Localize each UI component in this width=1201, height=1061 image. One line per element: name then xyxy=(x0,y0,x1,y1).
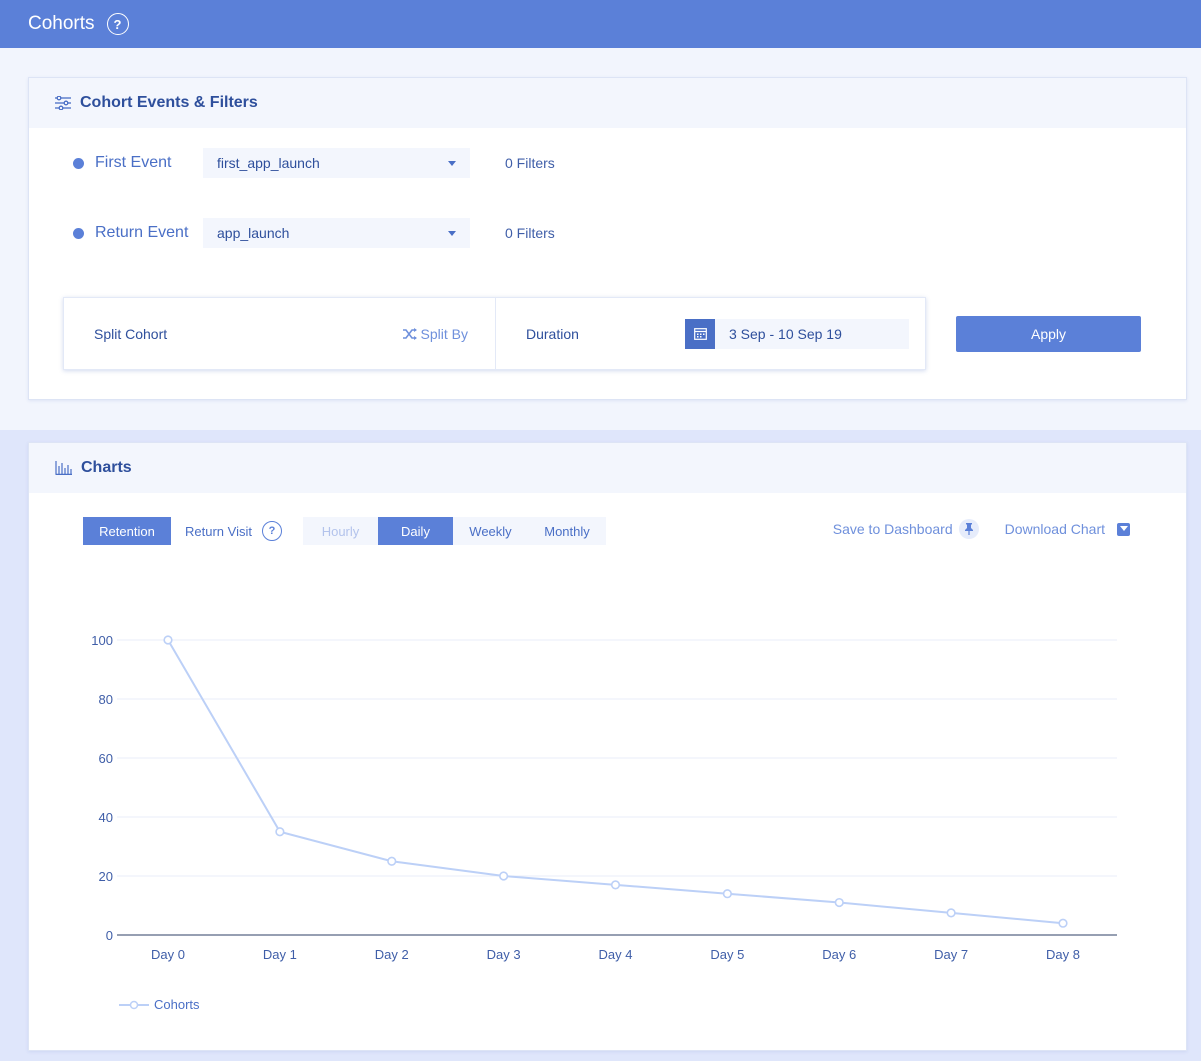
help-icon[interactable]: ? xyxy=(261,521,282,541)
tab-retention[interactable]: Retention xyxy=(83,517,171,545)
charts-panel: Charts Retention Return Visit ? Hourly D… xyxy=(28,442,1187,1051)
return-event-label: Return Event xyxy=(95,224,189,241)
help-icon[interactable]: ? xyxy=(106,13,129,35)
tab-weekly[interactable]: Weekly xyxy=(469,523,512,539)
first-event-dot xyxy=(73,157,84,169)
tab-return-visit[interactable]: Return Visit ? xyxy=(171,517,293,545)
download-chart-button[interactable]: Download Chart xyxy=(1004,521,1105,537)
data-point xyxy=(834,897,844,908)
y-tick-label: 0 xyxy=(106,928,113,943)
apply-button[interactable]: Apply xyxy=(956,316,1141,352)
charts-header: Charts xyxy=(29,443,1186,493)
cohort-events-header: Cohort Events & Filters xyxy=(29,78,1186,128)
save-to-dashboard-button[interactable]: Save to Dashboard xyxy=(832,521,953,537)
x-tick-label: Day 2 xyxy=(375,947,409,962)
return-event-dot xyxy=(73,227,84,239)
sliders-icon xyxy=(55,96,71,110)
data-point xyxy=(387,856,397,866)
date-range-value: 3 Sep - 10 Sep 19 xyxy=(715,318,909,349)
data-point xyxy=(163,635,173,645)
split-by-label: Split By xyxy=(420,325,468,342)
tab-return-visit-label: Return Visit xyxy=(185,523,252,539)
tab-daily[interactable]: Daily xyxy=(378,517,453,545)
first-event-select[interactable]: first_app_launch xyxy=(203,148,470,178)
x-tick-label: Day 0 xyxy=(151,947,185,962)
first-event-label: First Event xyxy=(95,154,172,171)
data-point xyxy=(275,827,285,837)
return-event-value: app_launch xyxy=(217,225,290,241)
tab-monthly[interactable]: Monthly xyxy=(544,523,590,539)
duration-label: Duration xyxy=(526,325,579,342)
retention-line-chart: 0 20 40 60 80 100 Day 0 Day 1 Day 2 Day 3 Day 4 Day… xyxy=(91,633,1117,962)
legend-line-icon xyxy=(119,1000,149,1009)
data-point xyxy=(499,871,509,881)
y-tick-label: 40 xyxy=(99,810,113,825)
split-cohort-label: Split Cohort xyxy=(94,325,168,342)
bar-chart-icon xyxy=(55,461,72,475)
chart-legend[interactable]: Cohorts xyxy=(119,997,200,1012)
first-event-filters-link[interactable]: 0 Filters xyxy=(505,155,555,171)
split-duration-box: Split Cohort Split By Duration xyxy=(63,297,926,370)
top-bar: Cohorts ? xyxy=(0,0,1201,48)
first-event-row: First Event first_app_launch 0 Filters xyxy=(73,148,555,178)
cohort-events-title: Cohort Events & Filters xyxy=(80,94,258,111)
cohort-events-panel: Cohort Events & Filters First Event firs… xyxy=(28,77,1187,400)
return-event-row: Return Event app_launch 0 Filters xyxy=(73,218,555,248)
date-range-picker[interactable]: 3 Sep - 10 Sep 19 xyxy=(685,318,909,349)
x-tick-label: Day 8 xyxy=(1046,947,1080,962)
split-cohort-section: Split Cohort Split By xyxy=(64,298,496,369)
y-tick-label: 100 xyxy=(91,633,113,648)
granularity-tabs: Hourly Daily Weekly Monthly xyxy=(303,517,606,545)
chart-actions: Save to Dashboard Download Chart xyxy=(833,519,1130,539)
tab-hourly[interactable]: Hourly xyxy=(321,523,360,539)
chevron-down-icon[interactable] xyxy=(1117,522,1130,536)
mode-tabs: Retention Return Visit ? xyxy=(83,517,293,545)
y-tick-label: 20 xyxy=(99,869,113,884)
split-by-button[interactable]: Split By xyxy=(402,325,468,342)
chevron-down-icon xyxy=(448,230,456,236)
return-event-select[interactable]: app_launch xyxy=(203,218,470,248)
x-tick-label: Day 6 xyxy=(822,947,856,962)
chevron-down-icon xyxy=(448,160,456,166)
pin-icon[interactable] xyxy=(958,519,979,539)
x-tick-label: Day 4 xyxy=(599,947,633,962)
shuffle-icon xyxy=(402,327,417,340)
duration-section: Duration 3 Sep - 10 Sep 19 xyxy=(496,298,925,369)
first-event-value: first_app_launch xyxy=(217,155,320,171)
x-tick-label: Day 7 xyxy=(934,947,968,962)
x-tick-label: Day 3 xyxy=(487,947,521,962)
data-point xyxy=(946,908,956,918)
data-point xyxy=(610,880,621,890)
data-point xyxy=(722,889,732,899)
x-tick-label: Day 5 xyxy=(710,947,744,962)
legend-label: Cohorts xyxy=(154,997,200,1012)
data-point xyxy=(1058,918,1068,928)
page-title: Cohorts xyxy=(28,13,95,34)
y-tick-label: 60 xyxy=(99,751,113,766)
charts-title: Charts xyxy=(81,459,132,476)
x-tick-label: Day 1 xyxy=(263,947,297,962)
y-tick-label: 80 xyxy=(99,692,113,707)
return-event-filters-link[interactable]: 0 Filters xyxy=(505,225,555,241)
calendar-icon[interactable] xyxy=(685,318,715,349)
